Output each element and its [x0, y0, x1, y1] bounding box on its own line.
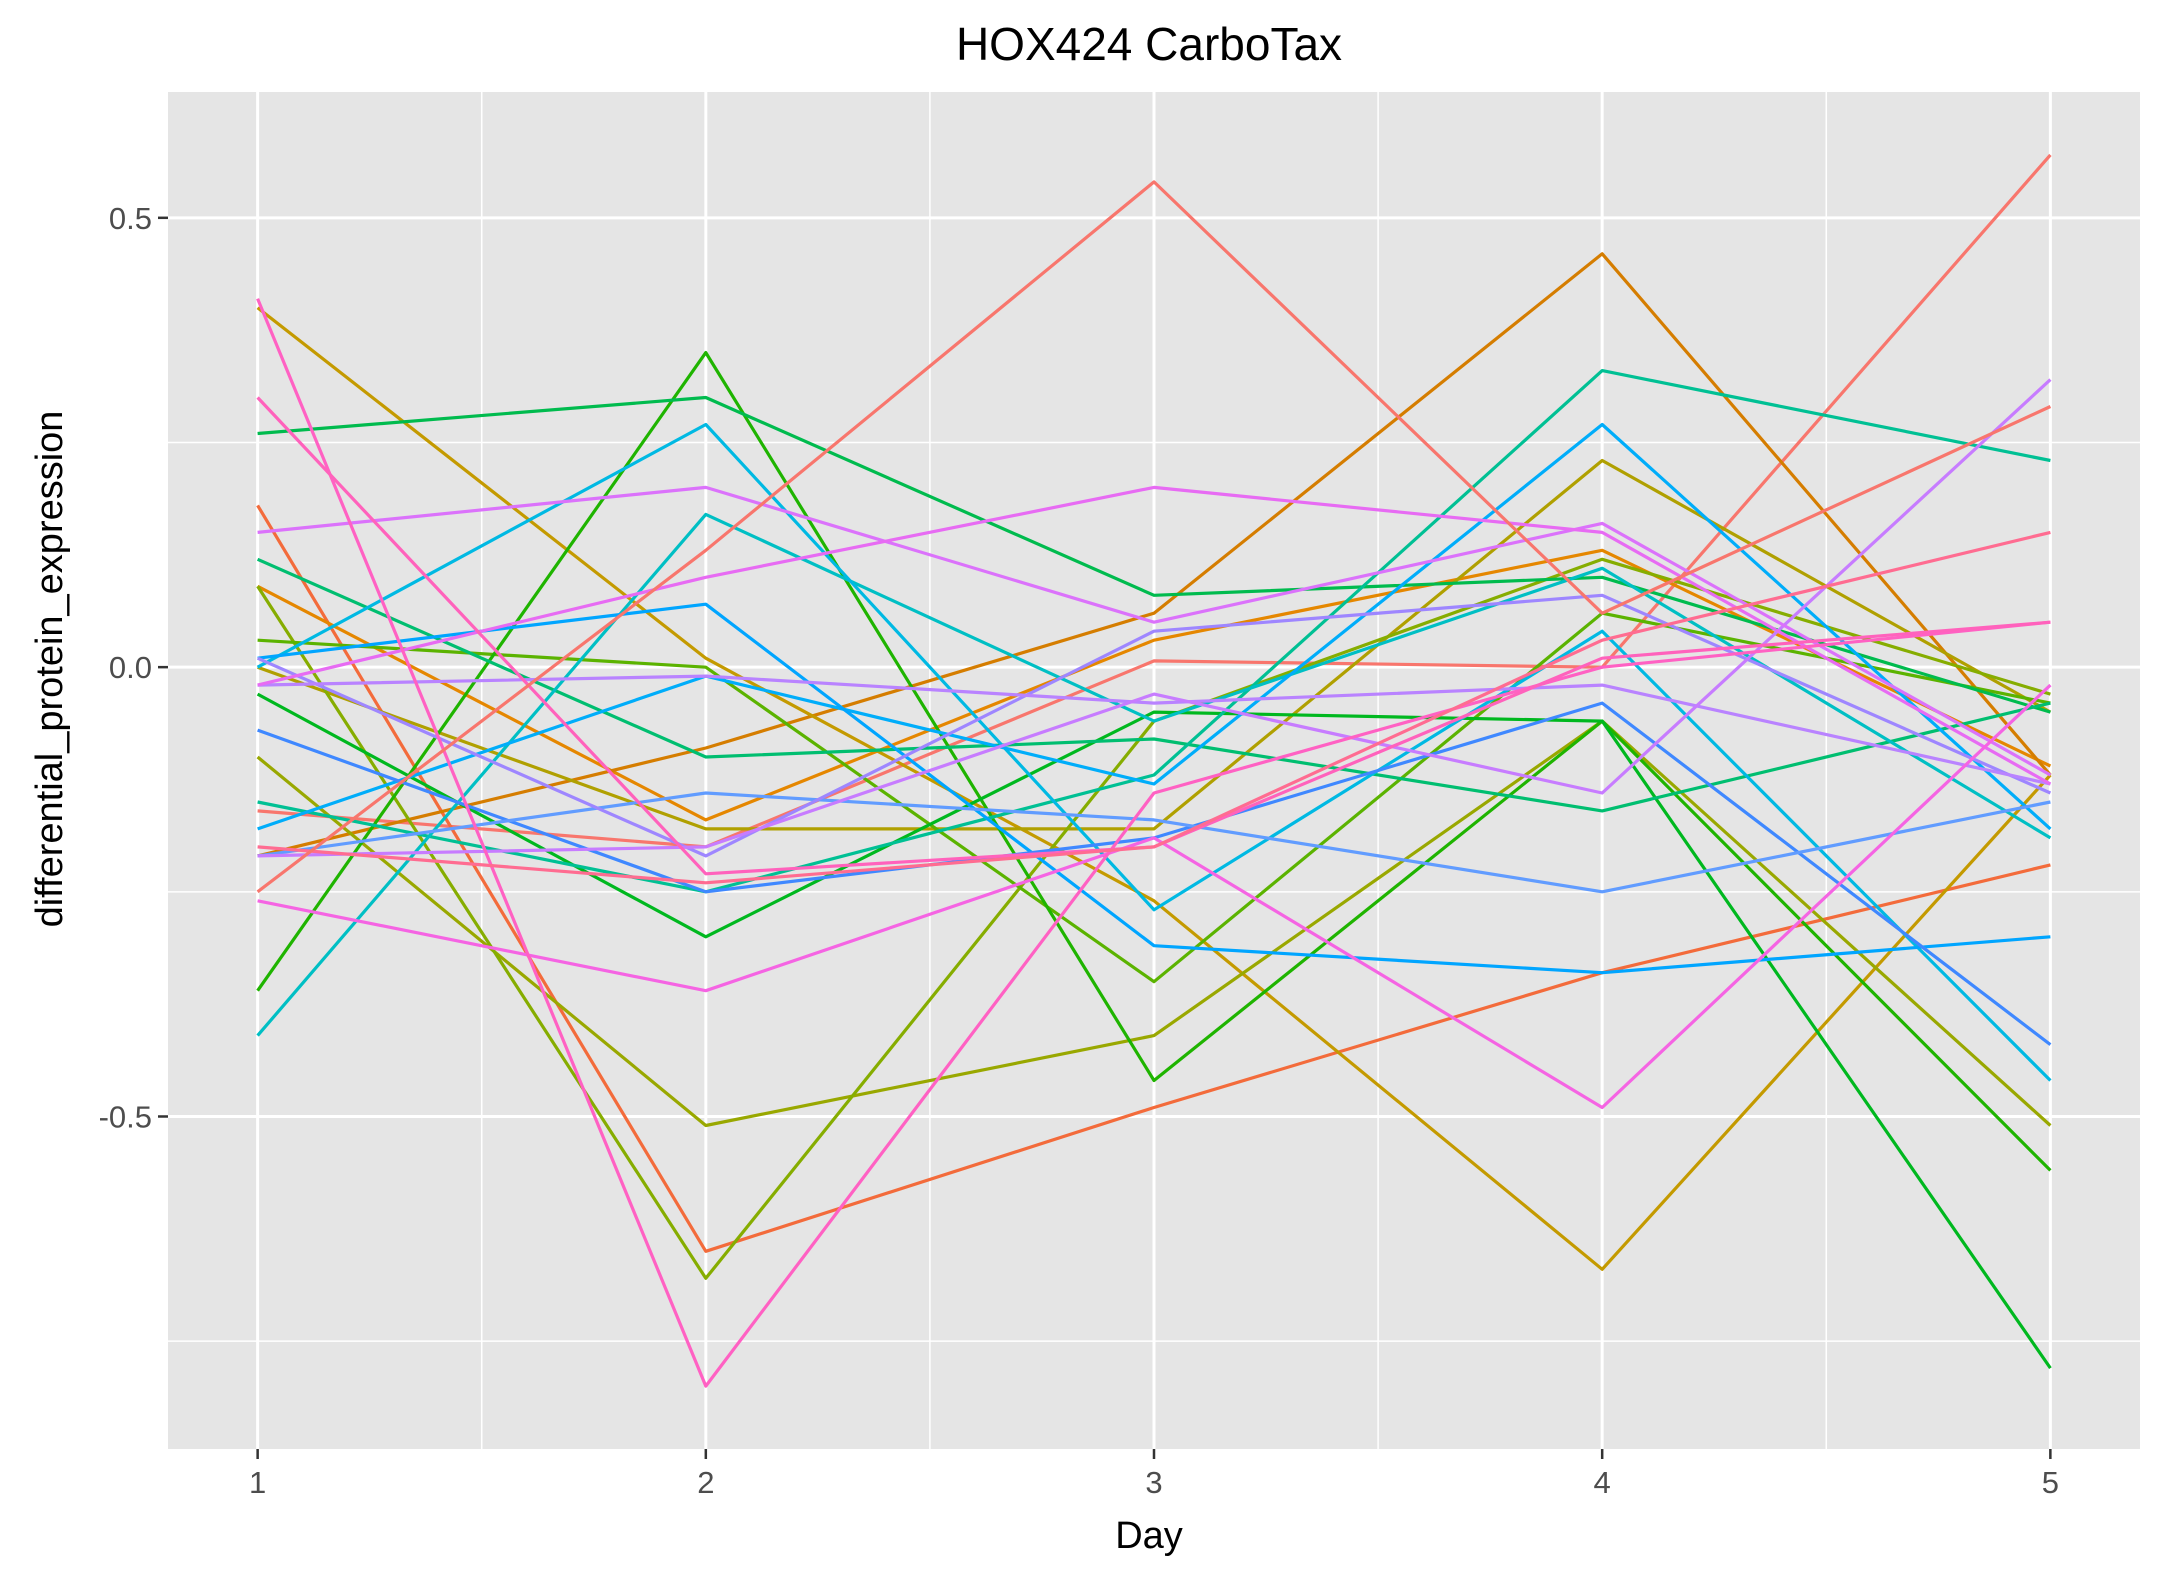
series-lines: [256, 153, 2052, 1388]
x-tick-label: 4: [1594, 1465, 1611, 1500]
series-line-20: [257, 791, 2051, 894]
series-line-13: [256, 557, 2051, 813]
series-line-17: [257, 422, 2052, 831]
series-line-4: [257, 252, 2052, 858]
series-line-24: [257, 485, 2052, 777]
series-line-12: [257, 395, 2051, 714]
y-axis-title: differential_protein_expression: [29, 411, 71, 928]
x-axis: 1 2 3 4 5: [249, 1449, 2059, 1500]
x-tick-label: 5: [2042, 1465, 2059, 1500]
series-line-23: [257, 378, 2052, 858]
x-tick-label: 3: [1145, 1465, 1162, 1500]
series-line-15: [256, 512, 2052, 1037]
major-gridlines: [168, 92, 2140, 1449]
y-tick-label: -0.5: [99, 1099, 152, 1134]
series-line-16: [256, 422, 2052, 1082]
y-tick-label: 0.0: [109, 650, 152, 685]
x-axis-title: Day: [1115, 1515, 1183, 1557]
series-line-27: [256, 298, 2051, 1388]
series-line-21: [256, 593, 2052, 858]
series-line-18: [257, 602, 2051, 975]
series-line-10: [256, 351, 2052, 1172]
chart-title: HOX424 CarboTax: [956, 18, 1342, 70]
series-line-22: [257, 674, 2051, 786]
series-line-9: [257, 611, 2051, 984]
series-line-29: [257, 530, 2051, 885]
x-tick-label: 2: [697, 1465, 714, 1500]
y-axis: 0.5 0.0 -0.5: [99, 201, 168, 1134]
x-tick-label: 1: [249, 1465, 266, 1500]
series-line-26: [257, 683, 2052, 1110]
series-line-14: [257, 369, 2051, 894]
series-line-11: [256, 692, 2052, 1370]
series-line-5: [256, 306, 2052, 1271]
series-line-7: [256, 719, 2052, 1128]
series-line-1: [257, 153, 2052, 849]
y-tick-label: 0.5: [109, 201, 152, 236]
series-line-25: [257, 485, 2052, 786]
series-line-30: [256, 180, 2052, 894]
